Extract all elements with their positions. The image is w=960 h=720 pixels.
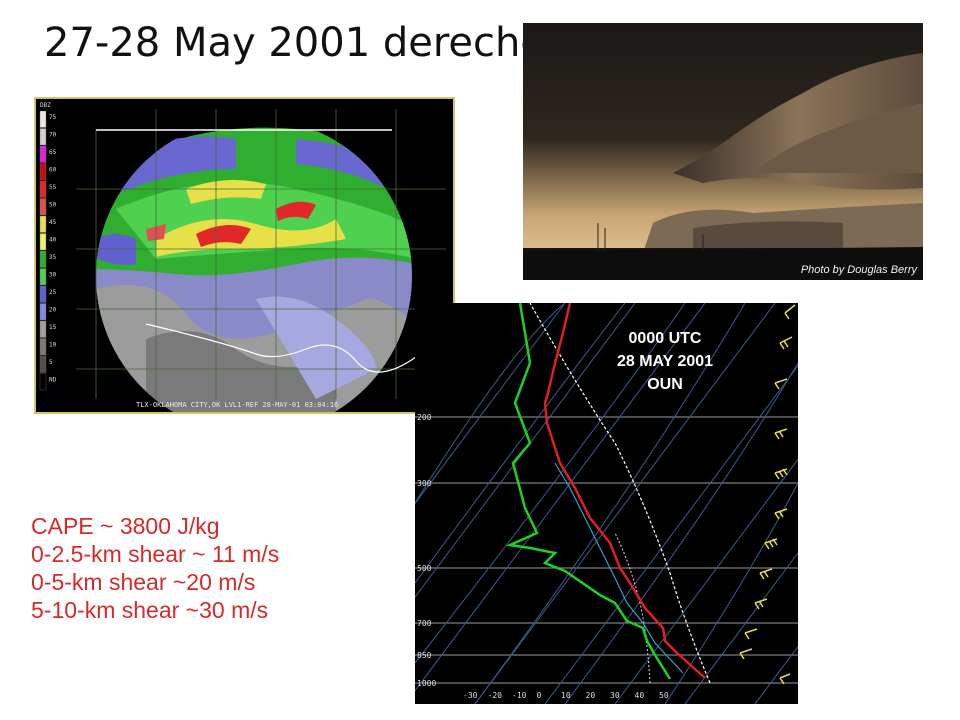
legend-swatch [39, 180, 47, 198]
legend-swatch [39, 163, 47, 181]
temperature-label: 50 [659, 691, 669, 700]
skewt-sounding: 200 300 500 700 850 1000 -30 -20 -10 0 10 20 30 40 50… [415, 303, 798, 704]
temperature-label: 40 [635, 691, 645, 700]
slide-title: 27-28 May 2001 derecho [44, 20, 545, 66]
pressure-label: 300 [417, 479, 432, 488]
radar-image: 75 70 65 60 55 50 45 40 35 30 25 20 15 10 5 ND DBZ TLX-… [34, 97, 455, 414]
sounding-time: 0000 UTC [628, 330, 702, 347]
legend-swatch [39, 355, 47, 373]
shelf-cloud-photo: Photo by Douglas Berry [523, 23, 923, 280]
temperature-label: -10 [512, 691, 527, 700]
shear-0-2.5km: 0-2.5-km shear ~ 11 m/s [31, 541, 280, 567]
legend-swatch [39, 338, 47, 356]
shear-5-10km: 5-10-km shear ~30 m/s [31, 597, 269, 623]
temperature-label: 20 [586, 691, 596, 700]
temperature-label: 30 [610, 691, 620, 700]
pressure-label: 500 [417, 564, 432, 573]
legend-swatch [39, 268, 47, 286]
shelf-cloud-image [523, 23, 923, 280]
legend-swatch [39, 285, 47, 303]
legend-label: 65 [49, 149, 57, 156]
legend-label: 75 [49, 114, 57, 121]
legend-title: DBZ [40, 102, 51, 109]
legend-label: 45 [49, 219, 57, 226]
legend-label: 5 [49, 359, 53, 366]
temperature-label: 0 [537, 691, 542, 700]
legend-swatch [39, 145, 47, 163]
legend-swatch [39, 215, 47, 233]
pressure-label: 700 [417, 619, 432, 628]
legend-swatch [39, 373, 47, 391]
legend-label: 25 [49, 289, 57, 296]
sounding-label: 0000 UTC 28 MAY 2001 OUN [585, 327, 745, 396]
legend-label: 30 [49, 272, 57, 279]
cape-value: CAPE ~ 3800 J/kg [31, 513, 220, 539]
legend-label: 15 [49, 324, 57, 331]
pressure-label: 200 [417, 413, 432, 422]
shear-0-5km: 0-5-km shear ~20 m/s [31, 569, 256, 595]
legend-label: 50 [49, 202, 57, 209]
legend-swatch [39, 233, 47, 251]
temperature-trace [543, 303, 706, 679]
pressure-label: 1000 [417, 679, 436, 688]
legend-swatch [39, 303, 47, 321]
pressure-label: 850 [417, 651, 432, 660]
temperature-label: 10 [561, 691, 571, 700]
legend-label: 55 [49, 184, 57, 191]
legend-label: 10 [49, 342, 57, 349]
legend-label: 20 [49, 307, 57, 314]
legend-swatch [39, 320, 47, 338]
legend-label: 70 [49, 132, 57, 139]
photo-credit: Photo by Douglas Berry [800, 264, 917, 276]
legend-swatch [39, 128, 47, 146]
parameter-list: CAPE ~ 3800 J/kg 0-2.5-km shear ~ 11 m/s… [31, 512, 279, 624]
legend-label: 60 [49, 167, 57, 174]
dewpoint-trace [505, 303, 672, 680]
radar-footer-text: TLX-OKLAHOMA CITY,OK LVL1-REF 28-MAY-01 … [136, 401, 339, 409]
skewt-diagram: 200 300 500 700 850 1000 -30 -20 -10 0 10 20 30 40 50 [415, 303, 798, 704]
temperature-label: -20 [488, 691, 503, 700]
legend-label: 40 [49, 237, 57, 244]
temperature-label: -30 [463, 691, 478, 700]
legend-swatch [39, 250, 47, 268]
wetbulb-trace [554, 462, 684, 674]
radar-reflectivity-map: 75 70 65 60 55 50 45 40 35 30 25 20 15 10 5 ND [39, 109, 446, 412]
sounding-station: OUN [647, 376, 683, 393]
legend-swatch [39, 110, 47, 128]
legend-label: 35 [49, 254, 57, 261]
radar-legend: 75 70 65 60 55 50 45 40 35 30 25 20 15 10 5 ND [39, 110, 57, 391]
wind-barbs [739, 304, 796, 685]
legend-swatch [39, 198, 47, 216]
parcel-path [529, 303, 711, 684]
virtual-temperature-path [614, 532, 651, 684]
sounding-date: 28 MAY 2001 [616, 353, 714, 370]
legend-label: ND [49, 377, 57, 384]
